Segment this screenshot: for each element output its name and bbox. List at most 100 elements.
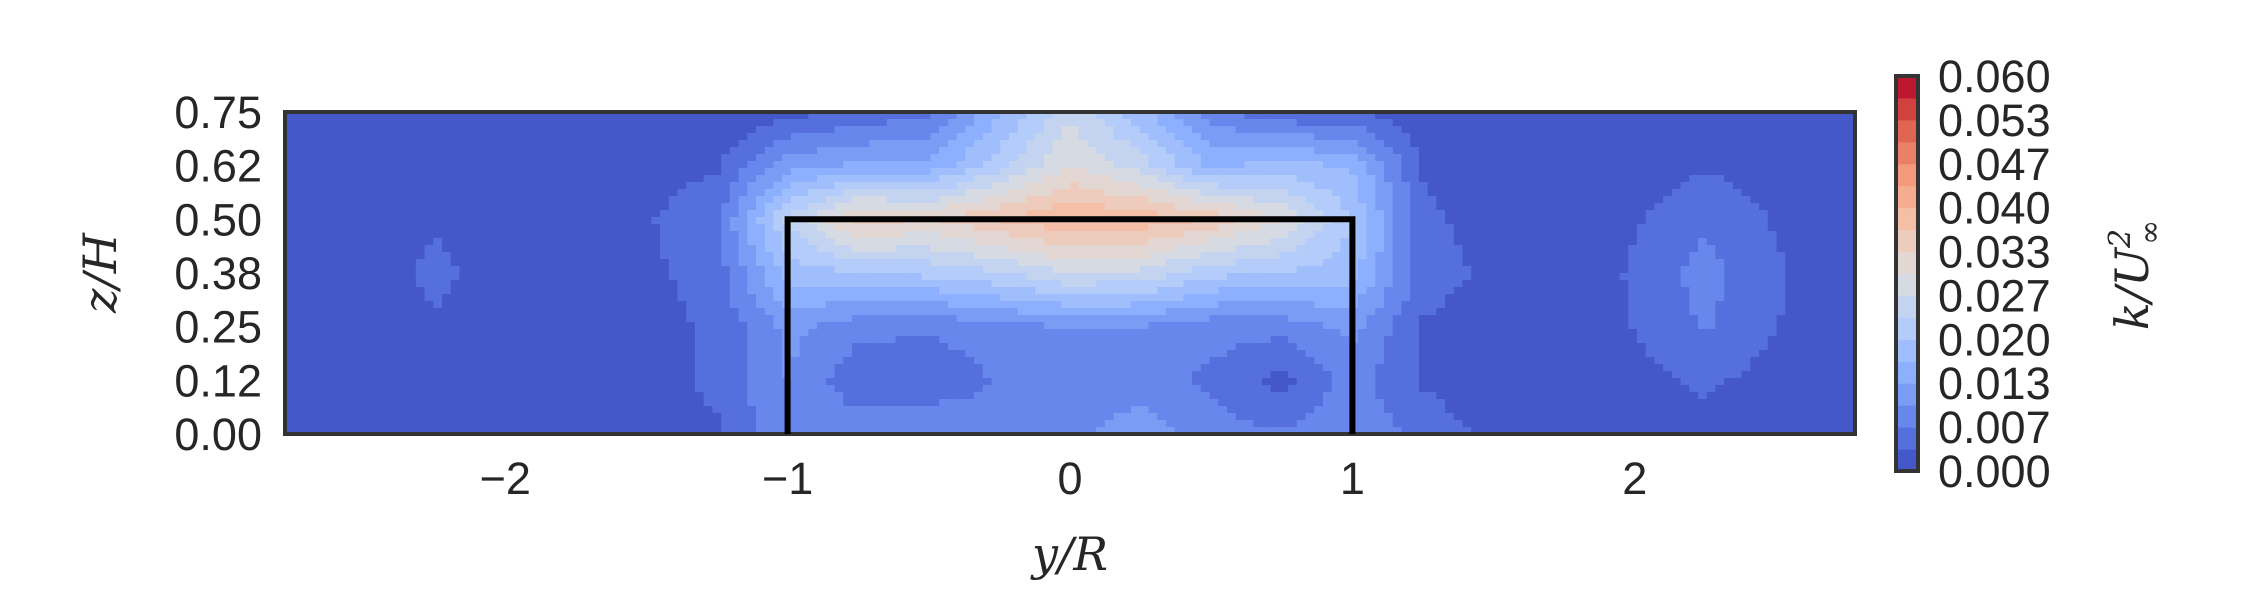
- contour-cell: [834, 126, 844, 134]
- contour-cell: [1602, 224, 1612, 232]
- contour-cell: [1828, 133, 1839, 141]
- contour-cell: [476, 119, 487, 127]
- contour-cell: [1523, 224, 1533, 232]
- contour-cell: [1689, 168, 1699, 176]
- contour-cell: [1436, 140, 1446, 148]
- contour-cell: [974, 154, 984, 162]
- contour-cell: [1043, 175, 1054, 183]
- contour-cell: [293, 287, 304, 295]
- contour-cell: [1471, 294, 1481, 302]
- contour-cell: [1209, 196, 1219, 204]
- contour-cell: [1619, 175, 1629, 183]
- contour-cell: [1375, 273, 1385, 281]
- contour-cell: [799, 161, 809, 169]
- contour-cell: [1227, 224, 1237, 232]
- contour-cell: [860, 203, 870, 211]
- contour-cell: [808, 112, 818, 120]
- contour-cell: [1628, 266, 1638, 274]
- contour-cell: [529, 217, 539, 225]
- contour-cell: [537, 196, 548, 204]
- contour-cell: [1558, 147, 1568, 155]
- contour-cell: [1479, 168, 1490, 176]
- contour-cell: [869, 196, 879, 204]
- contour-cell: [764, 231, 775, 239]
- contour-cell: [1479, 154, 1490, 162]
- contour-cell: [1384, 189, 1394, 197]
- contour-cell: [1392, 182, 1403, 190]
- contour-cell: [1549, 224, 1560, 232]
- contour-cell: [1157, 119, 1167, 127]
- contour-cell: [729, 119, 740, 127]
- contour-cell: [1418, 112, 1429, 120]
- contour-cell: [1026, 252, 1036, 260]
- contour-cell: [1157, 252, 1167, 260]
- contour-cell: [1654, 140, 1664, 148]
- contour-cell: [319, 231, 330, 239]
- contour-cell: [1828, 231, 1839, 239]
- contour-cell: [1427, 126, 1437, 134]
- contour-cell: [1532, 231, 1542, 239]
- contour-cell: [1357, 231, 1368, 239]
- contour-cell: [1636, 259, 1647, 267]
- contour-cell: [1192, 245, 1202, 253]
- contour-cell: [1767, 119, 1778, 127]
- contour-cell: [476, 224, 487, 232]
- contour-cell: [956, 287, 966, 295]
- contour-cell: [590, 259, 600, 267]
- contour-cell: [1261, 273, 1272, 281]
- contour-cell: [668, 168, 679, 176]
- contour-cell: [878, 161, 888, 169]
- contour-cell: [1767, 154, 1778, 162]
- contour-cell: [668, 217, 679, 225]
- contour-cell: [1628, 231, 1638, 239]
- contour-cell: [1680, 266, 1690, 274]
- contour-cell: [1567, 287, 1577, 295]
- contour-cell: [468, 140, 478, 148]
- contour-cell: [1096, 133, 1106, 141]
- contour-cell: [1279, 161, 1289, 169]
- contour-cell: [1488, 203, 1498, 211]
- contour-cell: [808, 175, 818, 183]
- contour-cell: [1288, 112, 1298, 120]
- contour-cell: [1488, 217, 1498, 225]
- contour-cell: [511, 196, 522, 204]
- contour-cell: [1418, 196, 1429, 204]
- contour-cell: [694, 161, 705, 169]
- contour-cell: [494, 182, 504, 190]
- contour-cell: [1139, 266, 1150, 274]
- contour-cell: [407, 112, 417, 120]
- contour-cell: [1288, 154, 1298, 162]
- contour-cell: [398, 301, 408, 309]
- contour-cell: [1000, 210, 1010, 218]
- contour-cell: [1043, 252, 1054, 260]
- contour-cell: [1636, 189, 1647, 197]
- contour-cell: [633, 217, 644, 225]
- contour-cell: [1663, 245, 1673, 253]
- contour-cell: [293, 168, 304, 176]
- contour-cell: [311, 294, 321, 302]
- contour-cell: [537, 168, 548, 176]
- contour-cell: [389, 273, 399, 281]
- contour-cell: [590, 196, 600, 204]
- contour-cell: [354, 147, 365, 155]
- contour-cell: [860, 259, 870, 267]
- contour-cell: [1227, 147, 1237, 155]
- contour-cell: [1828, 245, 1839, 253]
- contour-cell: [694, 287, 705, 295]
- contour-cell: [442, 196, 452, 204]
- contour-cell: [974, 203, 984, 211]
- contour-cell: [1767, 273, 1778, 281]
- contour-cell: [1689, 126, 1699, 134]
- contour-cell: [843, 189, 853, 197]
- contour-cell: [1131, 224, 1141, 232]
- contour-cell: [346, 203, 356, 211]
- contour-cell: [1183, 133, 1193, 141]
- contour-cell: [712, 280, 722, 288]
- contour-cell: [1401, 175, 1411, 183]
- contour-cell: [1366, 231, 1376, 239]
- contour-cell: [921, 266, 932, 274]
- contour-cell: [1715, 189, 1725, 197]
- contour-cell: [581, 189, 591, 197]
- contour-cell: [1035, 266, 1045, 274]
- contour-cell: [773, 189, 783, 197]
